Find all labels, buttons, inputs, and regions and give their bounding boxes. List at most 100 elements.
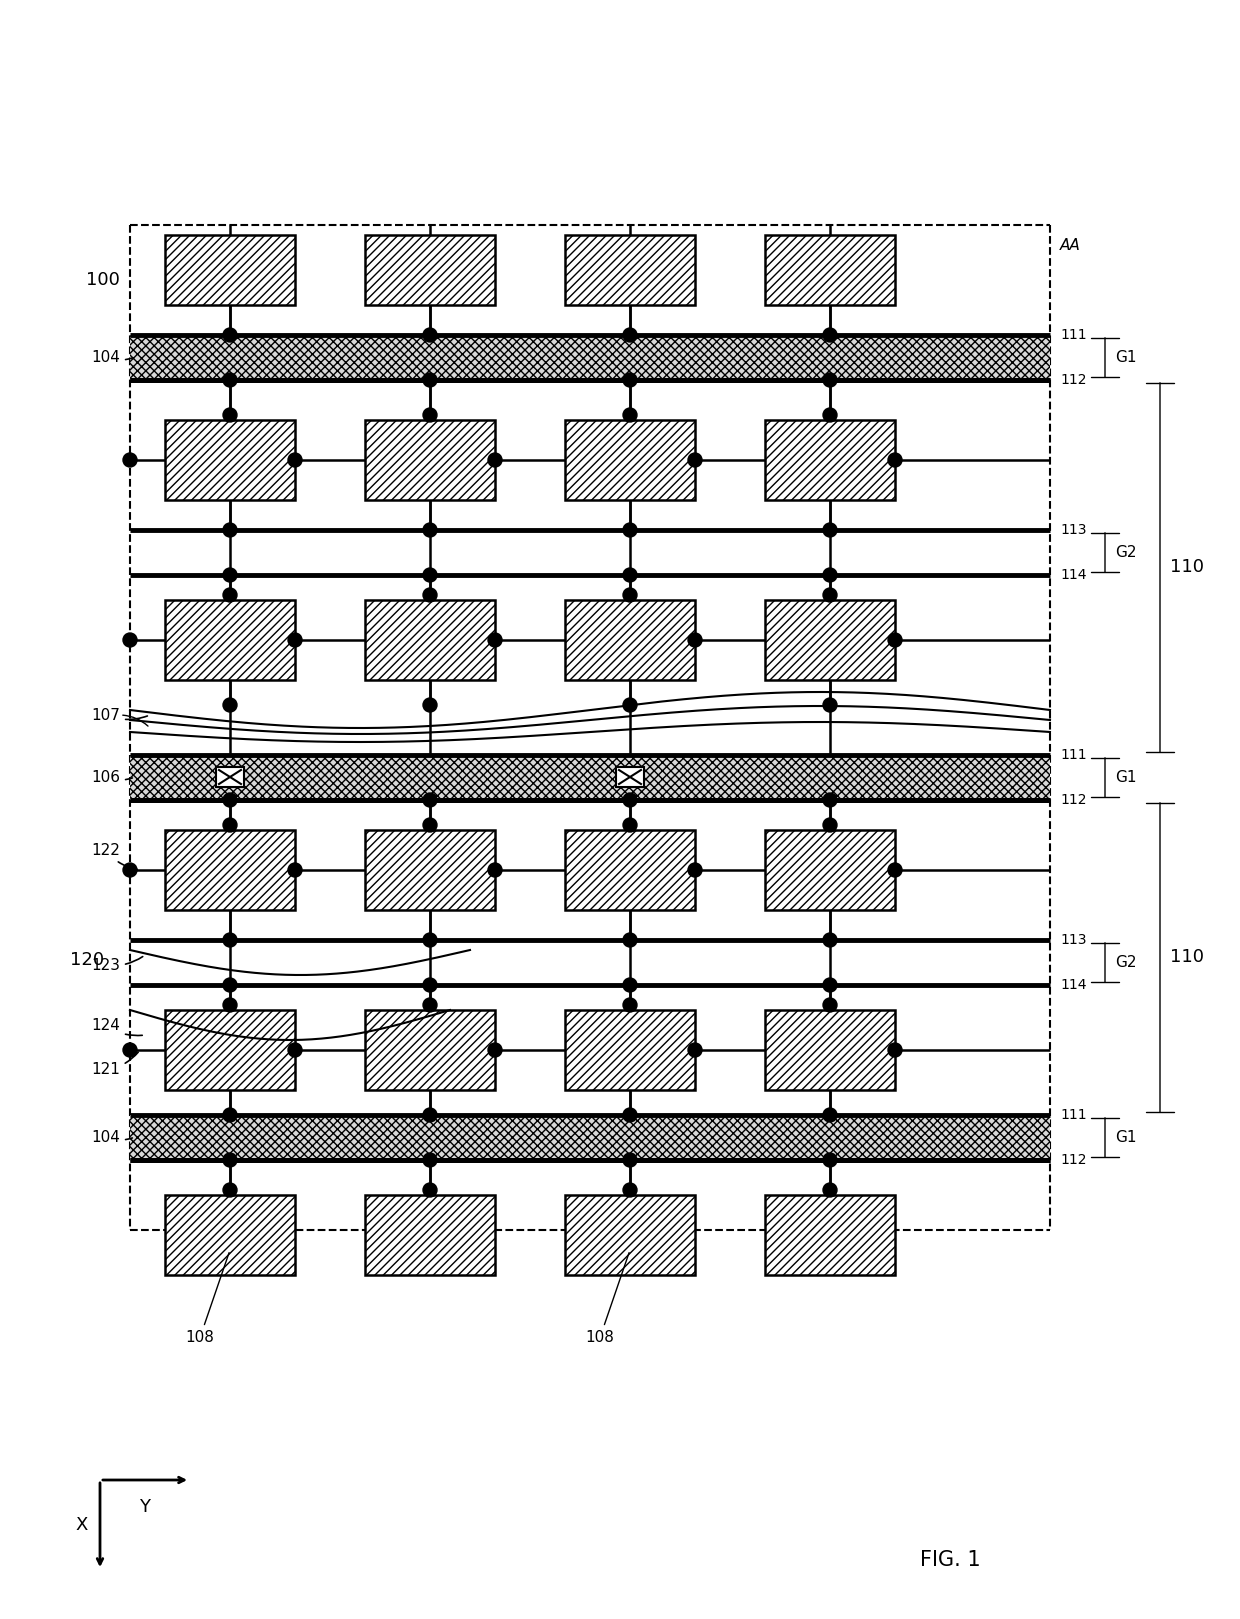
Text: 123: 123 <box>91 957 143 973</box>
Bar <box>765 419 895 500</box>
Circle shape <box>423 329 436 342</box>
Circle shape <box>823 568 837 581</box>
Circle shape <box>223 329 237 342</box>
Text: 108: 108 <box>585 1253 629 1345</box>
Bar <box>365 1195 495 1276</box>
Text: 108: 108 <box>186 1253 229 1345</box>
Circle shape <box>223 978 237 992</box>
Circle shape <box>489 453 502 466</box>
Circle shape <box>888 633 901 648</box>
Text: 111: 111 <box>1060 329 1086 342</box>
Circle shape <box>423 1183 436 1196</box>
Bar <box>765 1195 895 1276</box>
Circle shape <box>823 978 837 992</box>
Circle shape <box>223 1107 237 1122</box>
Circle shape <box>622 978 637 992</box>
Bar <box>565 419 694 500</box>
Text: 120: 120 <box>69 950 104 970</box>
Bar <box>565 601 694 680</box>
Circle shape <box>423 568 436 581</box>
Text: 106: 106 <box>91 769 133 785</box>
Circle shape <box>123 453 136 466</box>
Bar <box>565 235 694 304</box>
Circle shape <box>622 933 637 947</box>
Bar <box>165 235 295 304</box>
Circle shape <box>423 408 436 423</box>
Bar <box>365 1010 495 1090</box>
Bar <box>165 1010 295 1090</box>
Circle shape <box>688 453 702 466</box>
Text: 113: 113 <box>1060 523 1086 538</box>
Text: 113: 113 <box>1060 933 1086 947</box>
Bar <box>165 1195 295 1276</box>
Circle shape <box>622 1153 637 1167</box>
Circle shape <box>823 523 837 538</box>
Text: X: X <box>76 1515 88 1533</box>
Circle shape <box>123 863 136 877</box>
Text: 110: 110 <box>1171 559 1204 576</box>
Bar <box>765 831 895 910</box>
Circle shape <box>288 863 303 877</box>
Bar <box>165 601 295 680</box>
Bar <box>616 767 644 787</box>
Circle shape <box>622 793 637 806</box>
Circle shape <box>622 1183 637 1196</box>
Bar <box>130 335 1050 380</box>
Text: 121: 121 <box>91 1052 138 1078</box>
Text: 112: 112 <box>1060 372 1086 387</box>
Circle shape <box>622 818 637 832</box>
Circle shape <box>622 1107 637 1122</box>
Circle shape <box>823 372 837 387</box>
Circle shape <box>823 698 837 712</box>
Circle shape <box>423 818 436 832</box>
Text: 100: 100 <box>86 270 120 290</box>
Text: 104: 104 <box>91 1130 133 1145</box>
Text: G1: G1 <box>1115 350 1137 364</box>
Circle shape <box>823 1107 837 1122</box>
Circle shape <box>423 372 436 387</box>
Circle shape <box>223 933 237 947</box>
Circle shape <box>223 997 237 1012</box>
Circle shape <box>423 1153 436 1167</box>
Circle shape <box>223 372 237 387</box>
Text: G2: G2 <box>1115 544 1137 560</box>
Bar <box>765 235 895 304</box>
Circle shape <box>823 408 837 423</box>
Circle shape <box>622 698 637 712</box>
Circle shape <box>622 372 637 387</box>
Circle shape <box>223 698 237 712</box>
Bar <box>765 1010 895 1090</box>
Text: 107: 107 <box>91 708 148 722</box>
Circle shape <box>688 1043 702 1057</box>
Circle shape <box>423 698 436 712</box>
Circle shape <box>622 568 637 581</box>
Circle shape <box>423 588 436 602</box>
Circle shape <box>622 329 637 342</box>
Text: 114: 114 <box>1060 568 1086 581</box>
Circle shape <box>223 1183 237 1196</box>
Circle shape <box>823 329 837 342</box>
Bar <box>130 754 1050 800</box>
Circle shape <box>423 1107 436 1122</box>
Circle shape <box>489 863 502 877</box>
Text: 104: 104 <box>91 350 133 364</box>
Circle shape <box>823 793 837 806</box>
Bar <box>165 831 295 910</box>
Circle shape <box>423 997 436 1012</box>
Text: 111: 111 <box>1060 748 1086 763</box>
Circle shape <box>223 523 237 538</box>
Circle shape <box>823 1153 837 1167</box>
Bar <box>365 419 495 500</box>
Circle shape <box>622 523 637 538</box>
Text: G1: G1 <box>1115 1130 1137 1145</box>
Circle shape <box>823 997 837 1012</box>
Circle shape <box>489 633 502 648</box>
Circle shape <box>823 1183 837 1196</box>
Text: 124: 124 <box>91 1017 143 1036</box>
Text: G2: G2 <box>1115 955 1137 970</box>
Text: FIG. 1: FIG. 1 <box>920 1549 981 1570</box>
Bar <box>130 1115 1050 1159</box>
Circle shape <box>622 588 637 602</box>
Circle shape <box>823 818 837 832</box>
Circle shape <box>223 588 237 602</box>
